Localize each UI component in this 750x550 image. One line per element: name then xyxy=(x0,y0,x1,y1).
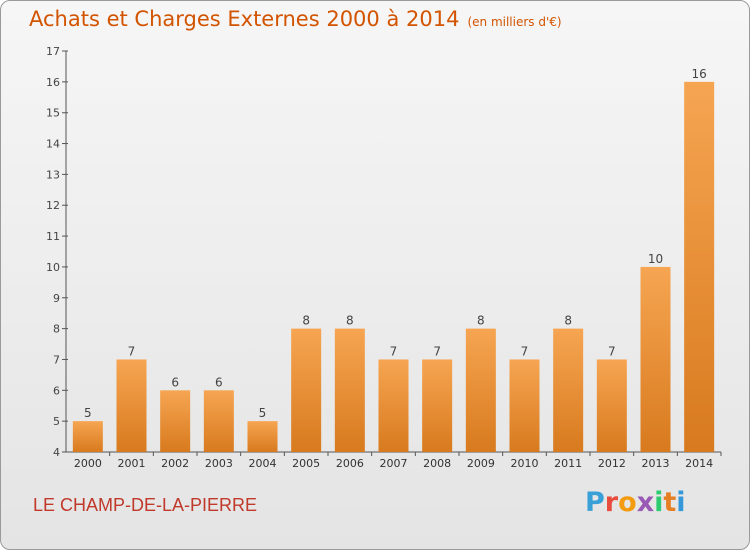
y-tick-label: 9 xyxy=(53,292,60,305)
x-tick-label: 2002 xyxy=(161,457,189,470)
x-tick-label: 2001 xyxy=(118,457,146,470)
data-label: 7 xyxy=(390,344,398,358)
data-label: 5 xyxy=(84,406,92,420)
y-tick-label: 16 xyxy=(46,76,60,89)
data-label: 7 xyxy=(608,344,616,358)
bar xyxy=(684,81,715,452)
data-label: 6 xyxy=(171,375,179,389)
bar xyxy=(291,328,322,452)
data-label: 7 xyxy=(128,344,136,358)
x-tick-label: 2013 xyxy=(642,457,670,470)
y-tick-label: 10 xyxy=(46,261,60,274)
proxiti-logo: Proxiti xyxy=(585,487,686,518)
data-label: 7 xyxy=(433,344,441,358)
logo-letter: i xyxy=(654,487,664,518)
place-name: LE CHAMP-DE-LA-PIERRE xyxy=(33,495,258,515)
y-tick-label: 15 xyxy=(46,107,60,120)
x-tick-label: 2008 xyxy=(423,457,451,470)
x-tick-label: 2006 xyxy=(336,457,364,470)
bar xyxy=(640,266,671,452)
bar xyxy=(596,359,627,452)
bar xyxy=(203,390,234,452)
y-tick-label: 12 xyxy=(46,199,60,212)
data-label: 7 xyxy=(521,344,529,358)
y-tick-label: 14 xyxy=(46,138,60,151)
x-tick-label: 2011 xyxy=(554,457,582,470)
bars xyxy=(72,81,715,452)
x-tick-label: 2003 xyxy=(205,457,233,470)
y-tick-label: 17 xyxy=(46,45,60,58)
data-label: 6 xyxy=(215,375,223,389)
data-label: 16 xyxy=(692,67,707,81)
x-tick-label: 2014 xyxy=(685,457,713,470)
data-label: 8 xyxy=(346,314,354,328)
bar xyxy=(334,328,365,452)
data-label: 8 xyxy=(477,314,485,328)
axes: 4 5 6 7 8 9 10 11 12 13 14 15 16 17 2000 2001 2002 2003 20… xyxy=(46,45,722,470)
x-tick-label: 2009 xyxy=(467,457,495,470)
bar xyxy=(378,359,409,452)
data-label: 8 xyxy=(564,314,572,328)
logo-letter: o xyxy=(618,487,637,518)
y-tick-label: 6 xyxy=(53,384,60,397)
chart-title-text: Achats et Charges Externes 2000 à 2014 xyxy=(29,7,460,31)
y-tick-label: 7 xyxy=(53,353,60,366)
x-tick-label: 2007 xyxy=(380,457,408,470)
y-tick-label: 4 xyxy=(53,446,60,459)
y-tick-label: 8 xyxy=(53,323,60,336)
y-tick-label: 5 xyxy=(53,415,60,428)
logo-letter: t xyxy=(663,487,677,518)
chart-title: Achats et Charges Externes 2000 à 2014 (e… xyxy=(29,7,562,31)
logo-letter: r xyxy=(604,487,619,518)
bar xyxy=(116,359,147,452)
data-labels: 5 7 6 6 5 8 8 7 7 8 7 8 7 10 16 xyxy=(84,67,707,420)
bar xyxy=(72,421,103,452)
bar xyxy=(553,328,584,452)
bar xyxy=(247,421,278,452)
data-label: 5 xyxy=(259,406,267,420)
y-tick-label: 11 xyxy=(46,230,60,243)
bar xyxy=(422,359,453,452)
data-label: 10 xyxy=(648,252,663,266)
bar xyxy=(509,359,540,452)
logo-letter: i xyxy=(676,487,686,518)
x-tick-label: 2012 xyxy=(598,457,626,470)
y-tick-label: 13 xyxy=(46,168,60,181)
x-tick-label: 2004 xyxy=(249,457,277,470)
x-tick-label: 2000 xyxy=(74,457,102,470)
bar xyxy=(465,328,496,452)
x-tick-label: 2005 xyxy=(292,457,320,470)
logo-letter: x xyxy=(636,487,655,518)
data-label: 8 xyxy=(302,314,310,328)
logo-letter: P xyxy=(585,487,605,518)
x-tick-label: 2010 xyxy=(511,457,539,470)
chart-subtitle: (en milliers d'€) xyxy=(467,15,562,29)
bar xyxy=(160,390,191,452)
